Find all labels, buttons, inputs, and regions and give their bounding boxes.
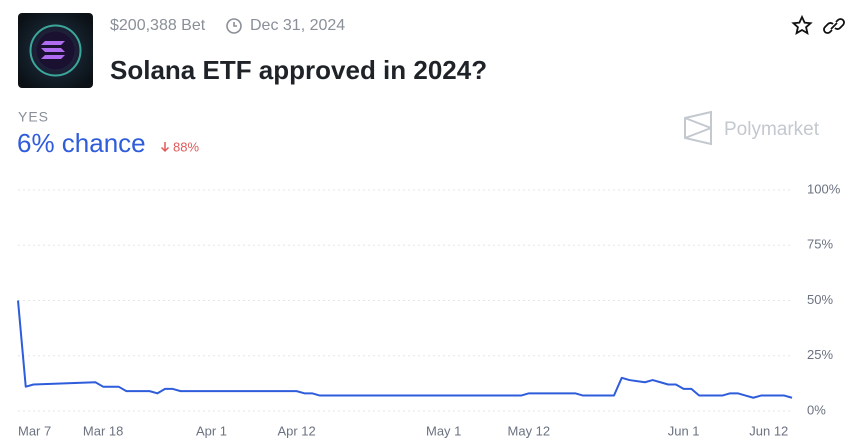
brand-name: Polymarket bbox=[724, 119, 820, 140]
link-button[interactable] bbox=[823, 18, 845, 34]
x-tick-label: Apr 1 bbox=[196, 423, 227, 438]
change: 88% bbox=[173, 139, 199, 154]
x-tick-label: Jun 12 bbox=[749, 423, 788, 438]
y-tick-label: 100% bbox=[807, 181, 841, 196]
y-tick-label: 75% bbox=[807, 237, 833, 252]
x-tick-label: May 1 bbox=[426, 423, 461, 438]
chart: 0% 25% 50% 75% 100% Mar 7 Mar 18 Apr 1 Apr 12 May… bbox=[17, 181, 841, 438]
x-tick-label: May 12 bbox=[508, 423, 551, 438]
volume: $200,388 Bet bbox=[110, 17, 206, 34]
outcome-label: YES bbox=[18, 109, 49, 125]
market-icon bbox=[18, 13, 93, 88]
clock-icon bbox=[226, 18, 242, 34]
x-tick-label: Apr 12 bbox=[277, 423, 315, 438]
x-tick-label: Mar 7 bbox=[18, 423, 51, 438]
title: Solana ETF approved in 2024? bbox=[110, 55, 487, 85]
y-tick-label: 25% bbox=[807, 347, 833, 362]
brand-logo bbox=[684, 110, 712, 146]
data-line bbox=[17, 300, 793, 399]
y-tick-label: 0% bbox=[807, 402, 826, 417]
chance: 6% chance bbox=[17, 128, 146, 158]
x-tick-label: Mar 18 bbox=[83, 423, 123, 438]
star-button[interactable] bbox=[791, 14, 813, 36]
end-date: Dec 31, 2024 bbox=[250, 17, 345, 34]
y-tick-label: 50% bbox=[807, 292, 833, 307]
down-arrow bbox=[160, 142, 170, 153]
x-tick-label: Jun 1 bbox=[668, 423, 700, 438]
